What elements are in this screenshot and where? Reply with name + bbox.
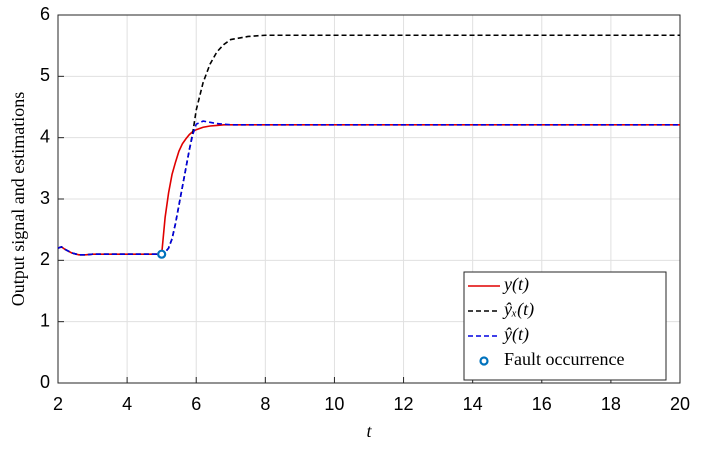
legend-box [463,271,667,381]
x-tick-label: 20 [670,394,690,414]
legend-marker [479,356,489,366]
legend-label: ŷₓ(t) [502,299,534,320]
y-tick-label: 4 [40,126,50,146]
y-tick-label: 2 [40,249,50,269]
x-tick-label: 4 [122,394,132,414]
line [57,120,680,256]
y-tick-label: 5 [40,65,50,85]
y-tick-label: 6 [40,4,50,24]
legend-label: Fault occurrence [504,349,624,369]
x-axis-label: t [366,421,372,441]
x-tick-label: 8 [260,394,270,414]
legend-label: y(t) [502,274,529,295]
y-tick-label: 1 [40,310,50,330]
y-axis-label: Output signal and estimations [8,92,28,306]
legend-label: ŷ(t) [502,324,529,345]
x-tick-label: 18 [601,394,621,414]
x-tick-label: 2 [53,394,63,414]
fault-marker [157,249,167,259]
y-tick-label: 3 [40,188,50,208]
x-tick-label: 16 [532,394,552,414]
x-tick-label: 6 [191,394,201,414]
x-tick-label: 14 [463,394,483,414]
x-tick-label: 12 [394,394,414,414]
x-tick-label: 10 [324,394,344,414]
plot-frame [57,14,681,384]
y-tick-label: 0 [40,372,50,392]
